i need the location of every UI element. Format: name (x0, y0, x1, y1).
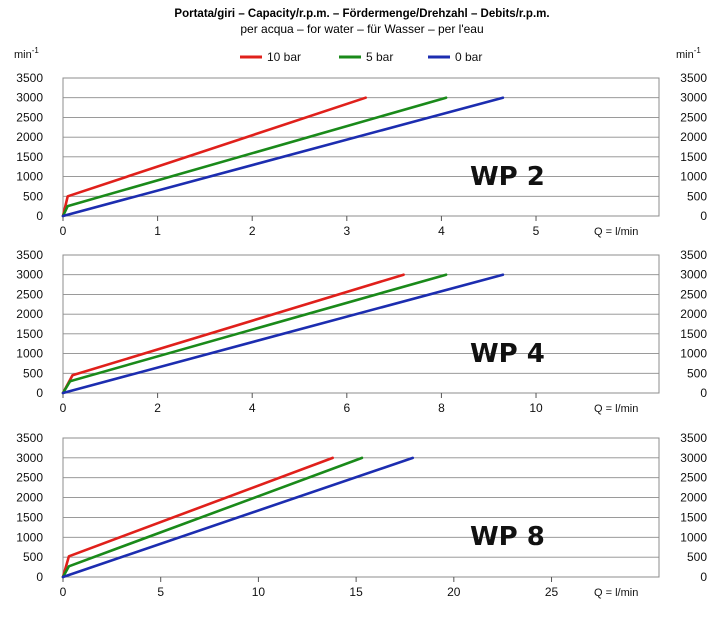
chart-panel-3: 0 0 500 500 1000 1000 1500 1500 2000 2000 2500 2500… (16, 431, 707, 599)
y-tick-label-left: 3500 (16, 248, 43, 262)
x-tick-label: 0 (60, 224, 67, 238)
y-tick-label-left: 1500 (16, 510, 43, 524)
y-tick-label-right: 2000 (680, 307, 707, 321)
x-tick-label: 2 (154, 401, 161, 415)
x-tick-label: 4 (249, 401, 256, 415)
y-tick-label-right: 1000 (680, 347, 707, 361)
x-tick-label: 8 (438, 401, 445, 415)
series-line-10bar (61, 96, 368, 218)
y-tick-label-left: 2000 (16, 130, 43, 144)
series-line-5bar (61, 456, 364, 579)
y-tick-label-left: 3000 (16, 451, 43, 465)
y-tick-label-right: 2500 (680, 110, 707, 124)
y-tick-label-left: 2000 (16, 491, 43, 505)
y-tick-label-right: 1000 (680, 170, 707, 184)
y-tick-label-right: 1500 (680, 150, 707, 164)
y-tick-label-left: 500 (23, 189, 43, 203)
y-tick-label-right: 3500 (680, 71, 707, 85)
y-tick-label-left: 3000 (16, 91, 43, 105)
x-tick-label: 1 (154, 224, 161, 238)
model-label: WP 4 (470, 339, 545, 369)
x-axis-label: Q = l/min (594, 587, 638, 599)
y-tick-label-right: 3000 (680, 91, 707, 105)
x-tick-label: 2 (249, 224, 256, 238)
y-tick-label-left: 2500 (16, 471, 43, 485)
y-tick-label-right: 3500 (680, 248, 707, 262)
y-unit-left: min-1 (14, 46, 39, 61)
y-unit-right: min-1 (676, 46, 701, 61)
x-tick-label: 0 (60, 585, 67, 599)
x-axis-label: Q = l/min (594, 226, 638, 238)
y-tick-label-right: 1000 (680, 530, 707, 544)
plot-frame (62, 437, 660, 578)
x-tick-label: 10 (529, 401, 543, 415)
y-tick-label-left: 1000 (16, 170, 43, 184)
y-tick-label-left: 2500 (16, 287, 43, 301)
legend-label-0bar: 0 bar (455, 50, 482, 64)
y-tick-label-left: 500 (23, 366, 43, 380)
x-tick-label: 25 (545, 585, 559, 599)
chart-panel-1: 0 0 500 500 1000 1000 1500 1500 2000 2000 2500 2500… (16, 71, 707, 238)
chart-panel-2: 0 0 500 500 1000 1000 1500 1500 2000 2000 2500 2500… (16, 248, 707, 415)
y-tick-label-right: 0 (700, 209, 707, 223)
y-tick-label-right: 3000 (680, 268, 707, 282)
y-tick-label-right: 2500 (680, 287, 707, 301)
legend-label-5bar: 5 bar (366, 50, 393, 64)
x-tick-label: 5 (157, 585, 164, 599)
y-tick-label-left: 3000 (16, 268, 43, 282)
y-tick-label-left: 0 (36, 209, 43, 223)
y-tick-label-right: 1500 (680, 510, 707, 524)
y-tick-label-left: 3500 (16, 71, 43, 85)
y-tick-label-right: 0 (700, 386, 707, 400)
y-tick-label-left: 1500 (16, 327, 43, 341)
y-tick-label-left: 2000 (16, 307, 43, 321)
y-tick-label-right: 500 (687, 366, 707, 380)
model-label: WP 2 (470, 162, 545, 192)
y-tick-label-right: 0 (700, 570, 707, 584)
y-tick-label-right: 2000 (680, 130, 707, 144)
y-tick-label-right: 2000 (680, 491, 707, 505)
series-line-0bar (61, 456, 415, 579)
plot-frame (62, 77, 660, 217)
legend-label-10bar: 10 bar (267, 50, 301, 64)
x-tick-label: 5 (533, 224, 540, 238)
y-tick-label-right: 2500 (680, 471, 707, 485)
y-tick-label-left: 1500 (16, 150, 43, 164)
y-tick-label-right: 3500 (680, 431, 707, 445)
chart-subtitle: per acqua – for water – für Wasser – per… (240, 22, 483, 36)
y-tick-label-left: 3500 (16, 431, 43, 445)
x-tick-label: 3 (343, 224, 350, 238)
y-tick-label-left: 0 (36, 570, 43, 584)
y-tick-label-right: 500 (687, 550, 707, 564)
y-tick-label-right: 3000 (680, 451, 707, 465)
legend: 10 bar 5 bar 0 bar (240, 50, 482, 64)
y-tick-label-left: 2500 (16, 110, 43, 124)
y-tick-label-left: 0 (36, 386, 43, 400)
series-line-0bar (61, 96, 505, 218)
series-line-10bar (61, 456, 335, 579)
y-tick-label-left: 1000 (16, 347, 43, 361)
plot-frame (62, 254, 660, 394)
series-line-5bar (61, 96, 448, 218)
x-tick-label: 4 (438, 224, 445, 238)
x-tick-label: 0 (60, 401, 67, 415)
series-line-5bar (61, 273, 448, 395)
x-tick-label: 10 (252, 585, 266, 599)
x-tick-label: 20 (447, 585, 461, 599)
x-tick-label: 6 (343, 401, 350, 415)
y-tick-label-right: 500 (687, 189, 707, 203)
series-line-0bar (61, 273, 505, 395)
model-label: WP 8 (470, 522, 545, 552)
chart-title: Portata/giri – Capacity/r.p.m. – Förderm… (174, 8, 549, 20)
y-tick-label-right: 1500 (680, 327, 707, 341)
y-tick-label-left: 500 (23, 550, 43, 564)
x-axis-label: Q = l/min (594, 403, 638, 415)
y-tick-label-left: 1000 (16, 530, 43, 544)
x-tick-label: 15 (349, 585, 363, 599)
